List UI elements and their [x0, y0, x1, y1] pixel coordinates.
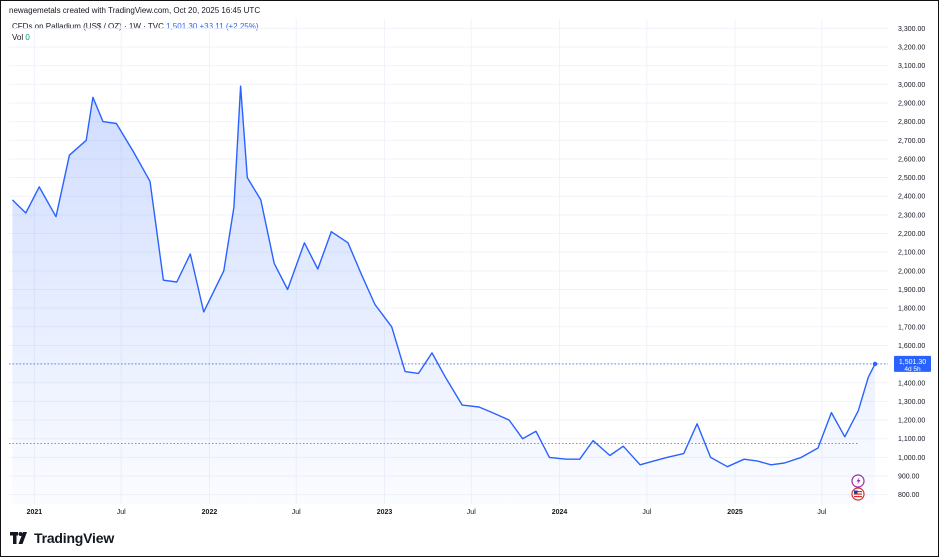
y-tick-label: 2,800.00 — [898, 119, 925, 126]
y-tick-label: 2,200.00 — [898, 231, 925, 238]
price-tag-countdown: 4d 5h — [904, 366, 921, 373]
symbol-legend[interactable]: CFDs on Palladium (US$ / OZ) · 1W · TVC … — [12, 22, 259, 31]
y-tick-label: 1,900.00 — [898, 287, 925, 294]
y-tick-label: 1,800.00 — [898, 306, 925, 313]
x-tick-label: 2025 — [727, 509, 743, 516]
y-tick-label: 1,200.00 — [898, 418, 925, 425]
last-price-dot — [872, 361, 878, 367]
y-tick-label: 1,700.00 — [898, 324, 925, 331]
y-tick-label: 2,600.00 — [898, 156, 925, 163]
y-tick-label: 3,100.00 — [898, 63, 925, 70]
y-tick-label: 2,100.00 — [898, 250, 925, 257]
x-tick-label: 2024 — [552, 509, 568, 516]
y-tick-label: 3,200.00 — [898, 44, 925, 51]
price-axis[interactable]: 800.00 900.00 1,000.00 1,100.00 1,200.00 1,30… — [898, 26, 925, 499]
x-tick-label: Jul — [817, 509, 826, 516]
x-tick-label: Jul — [292, 509, 301, 516]
y-tick-label: 900.00 — [898, 474, 920, 481]
x-tick-label: Jul — [117, 509, 126, 516]
y-tick-label: 3,000.00 — [898, 82, 925, 89]
y-tick-label: 2,300.00 — [898, 212, 925, 219]
y-tick-label: 2,500.00 — [898, 175, 925, 182]
tradingview-logo[interactable]: TradingView — [10, 530, 114, 546]
volume-legend[interactable]: Vol 0 — [12, 33, 30, 42]
last-price: 1,501.30 — [166, 22, 198, 31]
x-tick-label: Jul — [467, 509, 476, 516]
y-tick-label: 1,100.00 — [898, 436, 925, 443]
creator-note: newagemetals created with TradingView.co… — [9, 6, 261, 15]
y-tick-label: 3,300.00 — [898, 26, 925, 33]
price-line[interactable] — [11, 85, 876, 468]
y-tick-label: 1,000.00 — [898, 455, 925, 462]
volume-value: 0 — [25, 33, 30, 42]
y-tick-label: 2,700.00 — [898, 138, 925, 145]
price-tag-box — [894, 355, 931, 372]
symbol-name[interactable]: CFDs on Palladium (US$ / OZ) · 1W · TVC — [12, 22, 164, 31]
us-flag-icon[interactable] — [851, 487, 865, 501]
level-lines — [9, 363, 888, 444]
x-tick-label: 2022 — [202, 509, 218, 516]
y-tick-label: 1,400.00 — [898, 380, 925, 387]
volume-label: Vol — [12, 33, 24, 42]
area-layer — [11, 85, 878, 504]
price-tag-price: 1,501.30 — [899, 359, 926, 366]
x-tick-label: 2021 — [27, 509, 43, 516]
y-tick-label: 1,300.00 — [898, 399, 925, 406]
time-axis[interactable]: 2021 Jul 2022 Jul 2023 Jul 2024 Jul 2025 Jul — [27, 509, 827, 516]
price-tag: 1,501.30 4d 5h — [894, 355, 931, 373]
price-change: +33.11 (+2.25%) — [199, 22, 259, 31]
y-tick-label: 2,400.00 — [898, 194, 925, 201]
x-tick-label: Jul — [642, 509, 651, 516]
flash-icon[interactable] — [851, 474, 865, 488]
tradingview-logo-icon — [10, 532, 27, 544]
y-tick-label: 2,900.00 — [898, 100, 925, 107]
price-area-fill — [12, 86, 876, 504]
y-tick-label: 2,000.00 — [898, 268, 925, 275]
brand-name: TradingView — [34, 530, 115, 546]
y-tick-label: 800.00 — [898, 492, 920, 499]
x-tick-label: 2023 — [377, 509, 393, 516]
y-tick-label: 1,600.00 — [898, 343, 925, 350]
